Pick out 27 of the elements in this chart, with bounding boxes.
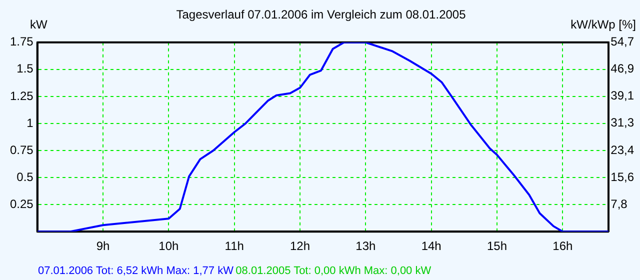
x-tick-label: 10h [158,239,179,254]
text: 08.01.2005 Tot: 0,00 kWh Max: 0,00 kW [236,265,432,277]
y2-tick-label: 31,3 [610,116,634,130]
x-tick-label: 16h [552,239,573,254]
y2-tick-label: 23,4 [610,142,634,157]
y-tick-label: 1.25 [10,88,34,103]
y-axis-title: kW [30,17,48,32]
chart-title: Tagesverlauf 07.01.2006 im Vergleich zum 08.01.2005 [176,8,466,22]
x-tick-label: 15h [487,239,508,254]
y2-tick-label: 54,7 [610,34,634,49]
y2-tick-label: 39,1 [610,88,634,103]
x-tick-label: 11h [224,239,244,254]
y-tick-label: 0.75 [10,142,34,157]
y-tick-label: 0.25 [10,196,34,211]
y-tick-label: 1 [26,116,34,130]
y-tick-label: 0.5 [16,170,34,184]
x-tick-label: 14h [421,239,442,254]
y2-axis-title: kW/kWp [%] [570,17,636,32]
y2-tick-label: 46,9 [610,62,634,76]
y2-tick-label: 7,8 [610,196,628,211]
x-tick-label: 9h [96,239,110,254]
x-tick-label: 12h [290,239,310,254]
y-tick-label: 1.75 [10,34,34,49]
x-tick-label: 13h [356,239,376,254]
y2-tick-label: 15,6 [610,170,634,184]
text: 07.01.2006 Tot: 6,52 kWh Max: 1,77 kW [38,265,234,277]
y-tick-label: 1.5 [16,62,34,76]
